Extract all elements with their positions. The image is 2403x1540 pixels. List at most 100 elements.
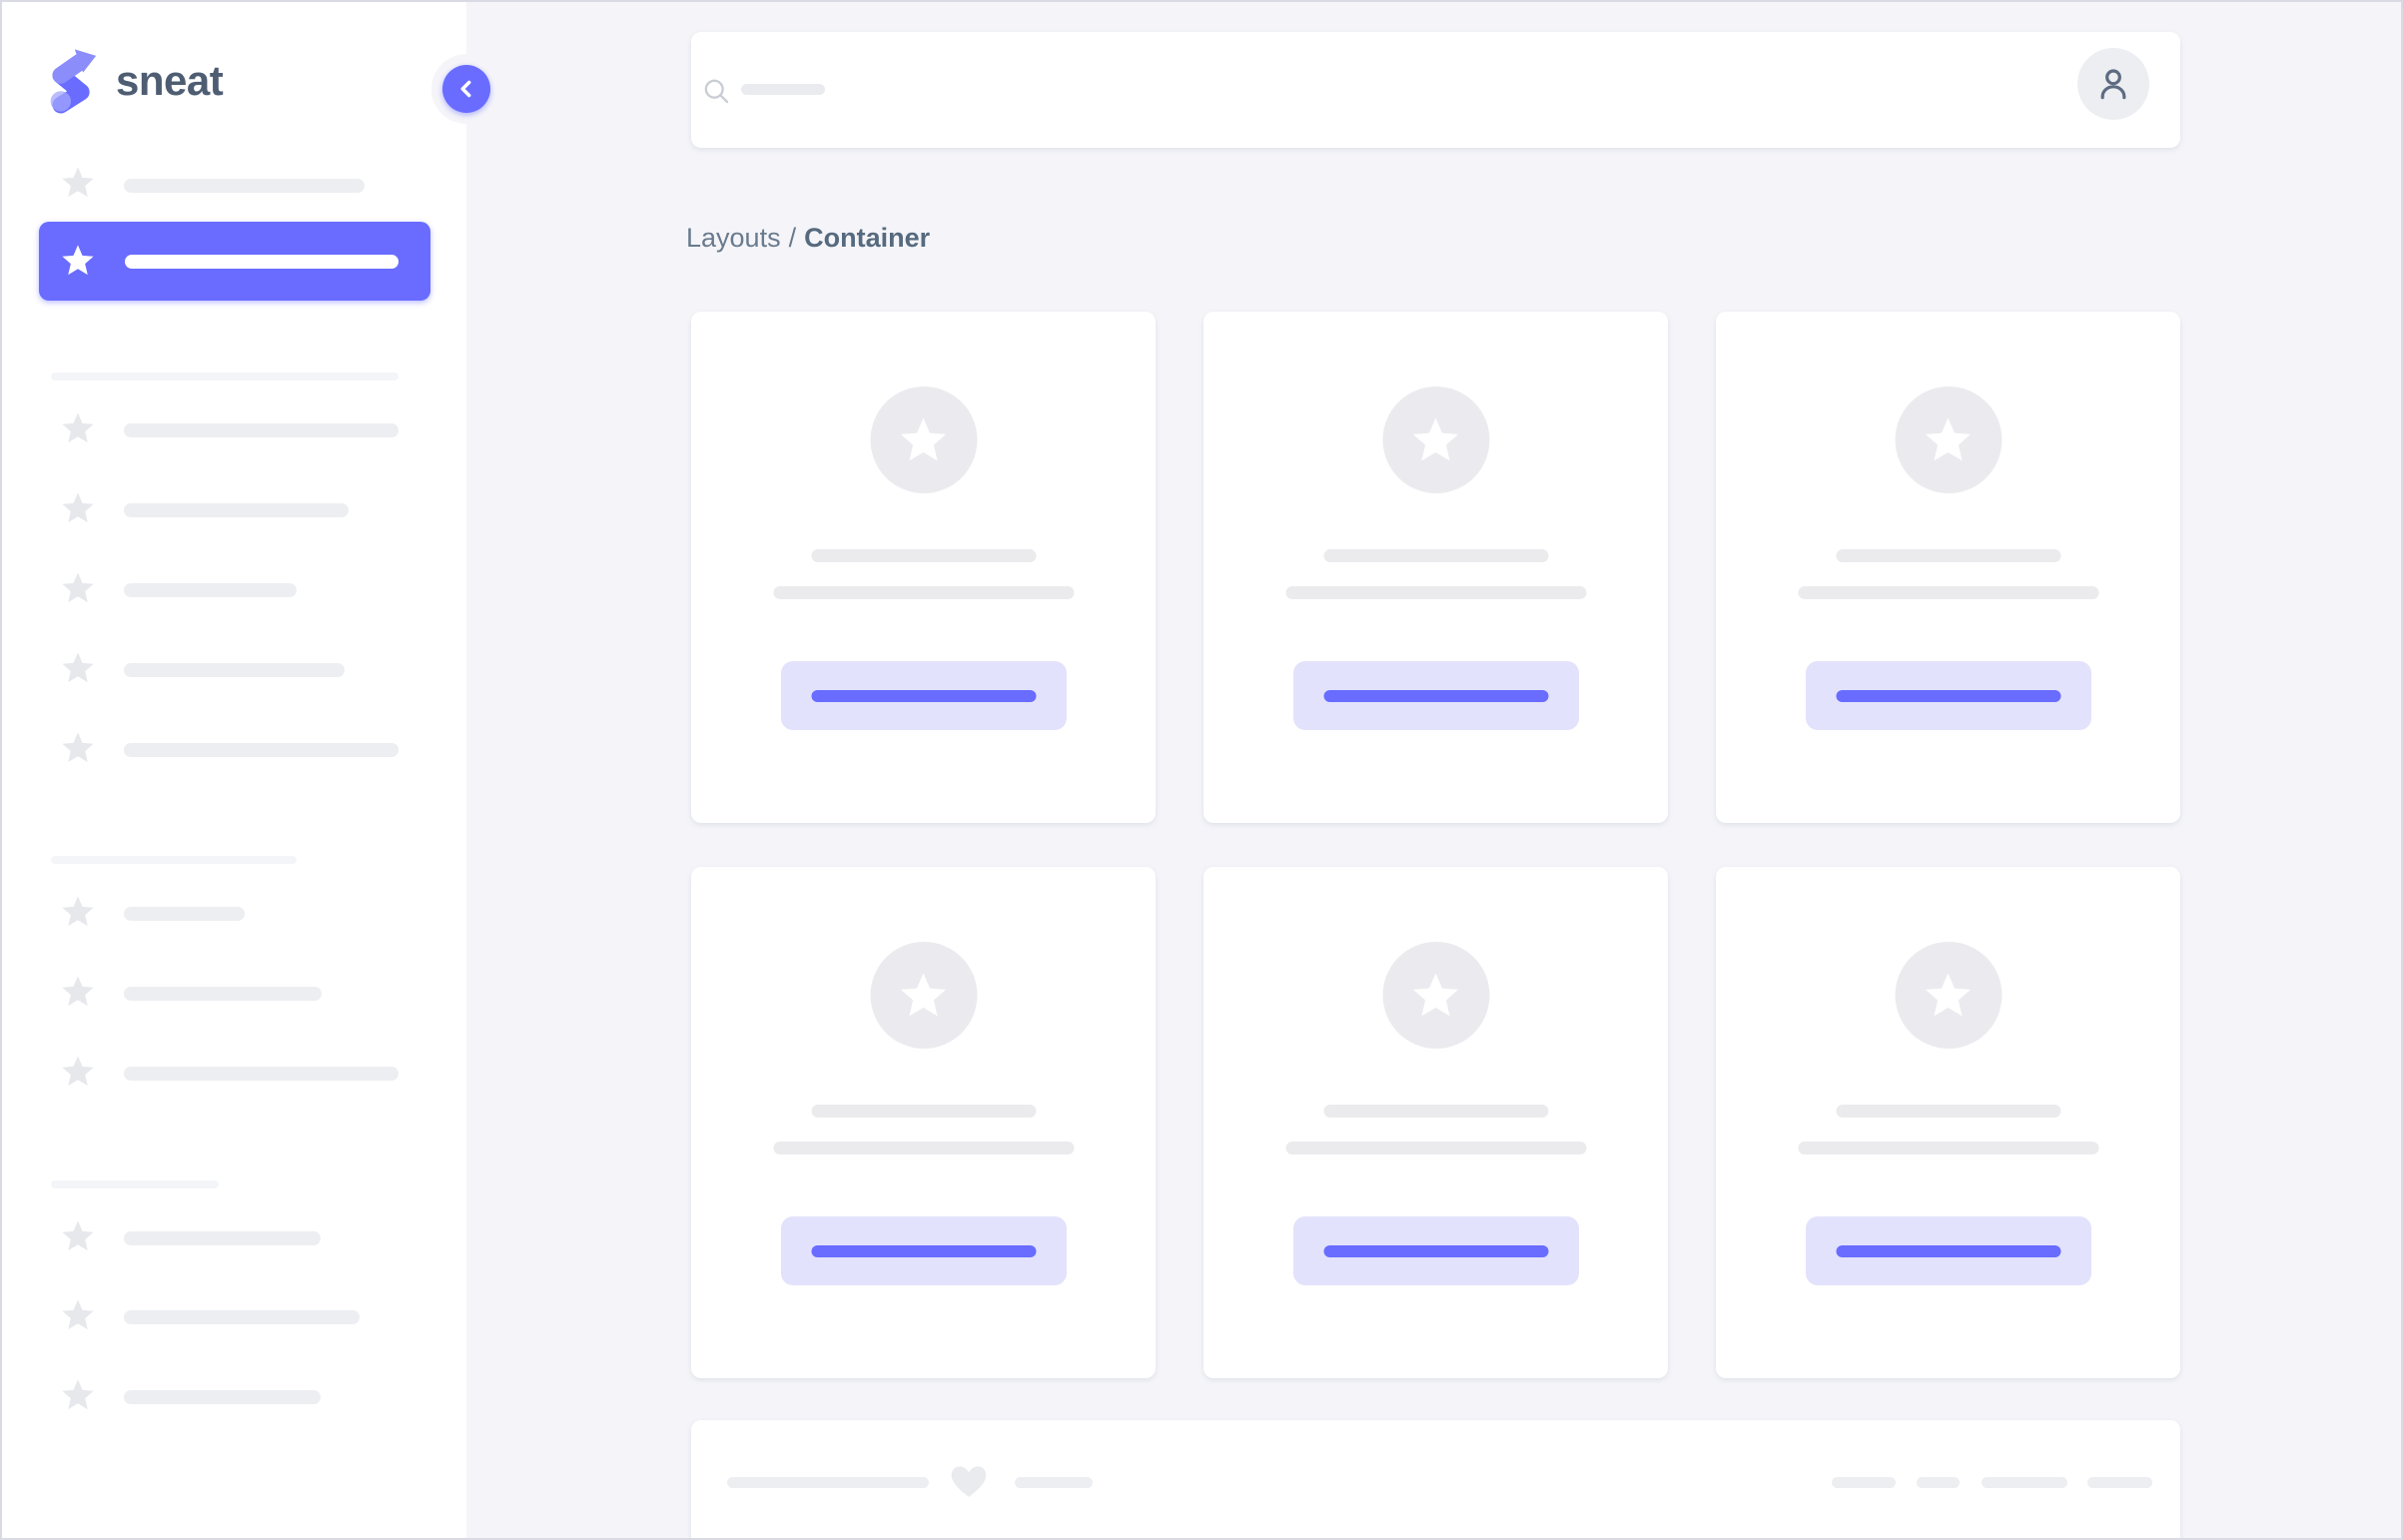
star-icon: [60, 490, 96, 526]
card-button-skeleton[interactable]: [1805, 1216, 2091, 1285]
sidebar-item-skeleton[interactable]: [2, 894, 466, 944]
sidebar: sneat: [2, 2, 501, 1538]
card-avatar-circle: [870, 942, 977, 1049]
skeleton-label-bar: [124, 423, 399, 437]
star-icon: [60, 1377, 96, 1413]
placeholder-card: [1203, 867, 1668, 1378]
skeleton-text-line: [773, 1142, 1074, 1155]
footer-placeholder-card: [691, 1420, 2180, 1538]
card-button-skeleton[interactable]: [1292, 1216, 1579, 1285]
sidebar-section-divider: [51, 373, 399, 381]
card-avatar-circle: [1895, 386, 2002, 493]
star-icon: [898, 970, 950, 1022]
skeleton-text-line: [727, 1477, 929, 1488]
card-avatar-circle: [1382, 942, 1489, 1049]
sidebar-collapse-button[interactable]: [431, 54, 501, 124]
sidebar-item-skeleton[interactable]: [2, 165, 466, 215]
skeleton-label-bar: [124, 663, 345, 677]
card-button-skeleton[interactable]: [780, 1216, 1067, 1285]
sidebar-item-skeleton[interactable]: [2, 490, 466, 540]
skeleton-label-bar: [124, 503, 349, 517]
button-label-skeleton: [811, 1245, 1036, 1257]
skeleton-text-line: [1836, 1105, 2060, 1118]
search-input[interactable]: [691, 32, 1590, 148]
card-avatar-circle: [1895, 942, 2002, 1049]
button-label-skeleton: [1836, 690, 2060, 702]
star-icon: [1923, 970, 1975, 1022]
sidebar-item-skeleton[interactable]: [2, 1218, 466, 1268]
search-placeholder-skeleton: [741, 84, 825, 95]
sneat-logo-icon: [46, 46, 98, 116]
star-icon: [60, 1054, 96, 1090]
sidebar-item-skeleton[interactable]: [2, 570, 466, 620]
person-icon: [2093, 64, 2133, 104]
skeleton-text-line: [811, 549, 1036, 562]
search-icon: [702, 77, 730, 105]
card-avatar-circle: [870, 386, 977, 493]
like-button[interactable]: [947, 1458, 991, 1502]
user-avatar-button[interactable]: [2077, 48, 2149, 120]
star-icon: [60, 243, 96, 279]
sidebar-section-divider: [51, 856, 297, 864]
skeleton-label-bar: [124, 1390, 321, 1404]
pagination-dash-skeleton: [1982, 1477, 2067, 1488]
star-icon: [60, 650, 96, 686]
sidebar-item-skeleton[interactable]: [2, 730, 466, 780]
skeleton-text-line: [1285, 586, 1586, 599]
chevron-left-icon: [453, 76, 479, 102]
star-icon: [1923, 414, 1975, 466]
star-icon: [60, 1297, 96, 1333]
skeleton-text-line: [1798, 1142, 2098, 1155]
star-icon: [1410, 970, 1462, 1022]
skeleton-label-bar: [124, 987, 322, 1001]
sidebar-item-skeleton[interactable]: [2, 1054, 466, 1104]
placeholder-card: [1716, 312, 2180, 823]
sidebar-item-skeleton[interactable]: [2, 974, 466, 1024]
breadcrumb-current: Container: [804, 223, 931, 253]
sidebar-item-skeleton[interactable]: [2, 410, 466, 460]
star-icon: [60, 974, 96, 1010]
skeleton-text-line: [1015, 1477, 1093, 1488]
sidebar-item-active[interactable]: [39, 222, 430, 301]
skeleton-text-line: [1836, 549, 2060, 562]
skeleton-label-bar: [124, 179, 365, 193]
star-icon: [898, 414, 950, 466]
skeleton-text-line: [1798, 586, 2098, 599]
pagination-dash-skeleton: [1917, 1477, 1960, 1488]
card-button-skeleton[interactable]: [1292, 661, 1579, 730]
star-icon: [60, 410, 96, 446]
pagination-dash-skeleton: [1832, 1477, 1896, 1488]
placeholder-card: [691, 312, 1156, 823]
placeholder-card: [1203, 312, 1668, 823]
button-label-skeleton: [1836, 1245, 2060, 1257]
topbar-search-card: [691, 32, 2180, 148]
skeleton-label-bar: [124, 583, 297, 597]
sidebar-item-skeleton[interactable]: [2, 650, 466, 700]
card-button-skeleton[interactable]: [1805, 661, 2091, 730]
skeleton-label-bar: [124, 743, 399, 757]
skeleton-text-line: [1323, 1105, 1548, 1118]
skeleton-text-line: [1285, 1142, 1586, 1155]
button-label-skeleton: [811, 690, 1036, 702]
collapse-button-circle: [442, 65, 490, 113]
breadcrumb: Layouts / Container: [686, 221, 930, 255]
brand[interactable]: sneat: [46, 46, 224, 116]
skeleton-text-line: [811, 1105, 1036, 1118]
star-icon: [60, 165, 96, 201]
sidebar-item-skeleton[interactable]: [2, 1377, 466, 1427]
card-button-skeleton[interactable]: [780, 661, 1067, 730]
sidebar-item-skeleton[interactable]: [2, 1297, 466, 1347]
skeleton-text-line: [773, 586, 1074, 599]
button-label-skeleton: [1323, 690, 1548, 702]
skeleton-text-line: [1323, 549, 1548, 562]
breadcrumb-parent[interactable]: Layouts: [686, 223, 781, 253]
star-icon: [1410, 414, 1462, 466]
star-icon: [60, 1218, 96, 1254]
placeholder-card: [1716, 867, 2180, 1378]
star-icon: [60, 570, 96, 606]
placeholder-card: [691, 867, 1156, 1378]
button-label-skeleton: [1323, 1245, 1548, 1257]
skeleton-label-bar: [124, 907, 245, 921]
breadcrumb-separator: /: [788, 223, 797, 253]
